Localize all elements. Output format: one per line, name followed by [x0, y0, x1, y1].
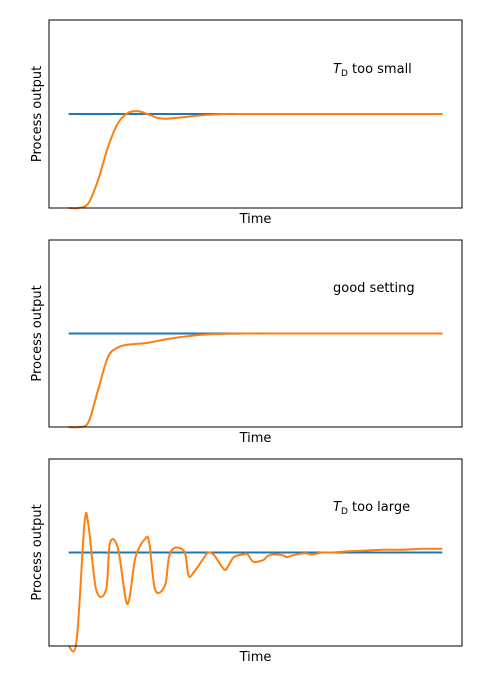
response-curve	[67, 512, 443, 653]
annotation-subscript: D	[341, 69, 348, 79]
annotation-label: good setting	[333, 281, 415, 296]
axes-frame	[48, 239, 463, 428]
annotation-symbol: T	[333, 62, 342, 77]
subplot-3: Time Process output TD too large	[30, 458, 463, 665]
response-curve	[68, 332, 443, 429]
x-axis-label: Time	[239, 650, 272, 665]
x-axis-label: Time	[239, 212, 272, 227]
annotation-subscript: D	[341, 507, 348, 517]
subplot-1: Time Process output TD too small	[30, 19, 463, 227]
axes-frame	[48, 19, 463, 209]
axes-frame	[48, 458, 463, 647]
subplot-2: Time Process output good setting	[30, 239, 463, 446]
y-axis-label: Process output	[30, 66, 45, 162]
annotation-label: TD too large	[333, 500, 410, 517]
annotation-label: TD too small	[333, 62, 412, 79]
response-curve	[68, 110, 443, 210]
annotation-symbol: T	[333, 500, 342, 515]
x-axis-label: Time	[239, 431, 272, 446]
annotation-text: too small	[348, 62, 412, 77]
annotation-text: too large	[348, 500, 410, 515]
y-axis-label: Process output	[30, 504, 45, 600]
y-axis-label: Process output	[30, 285, 45, 381]
